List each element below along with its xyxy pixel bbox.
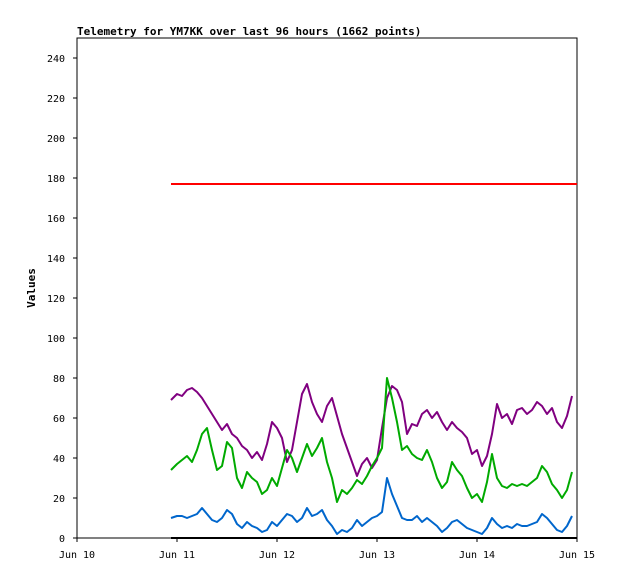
- y-tick-label: 80: [53, 374, 65, 385]
- y-tick-label: 20: [53, 494, 65, 505]
- x-tick-label: Jun 10: [59, 550, 95, 561]
- y-axis-label: Values: [25, 268, 38, 308]
- y-tick-label: 160: [47, 214, 65, 225]
- series-layer: [170, 183, 577, 539]
- y-tick-label: 220: [47, 94, 65, 105]
- x-tick-label: Jun 12: [259, 550, 295, 561]
- y-tick-label: 200: [47, 134, 65, 145]
- y-tick-label: 40: [53, 454, 65, 465]
- y-tick-label: 120: [47, 294, 65, 305]
- y-axis: 0 20 40 60 80 100 120 140 160 180 200 220 240: [47, 54, 77, 545]
- y-tick-label: 100: [47, 334, 65, 345]
- series-line-1: [170, 383, 573, 477]
- x-tick-label: Jun 14: [459, 550, 495, 561]
- series-line-2: [170, 377, 573, 503]
- y-tick-label: 140: [47, 254, 65, 265]
- x-tick-label: Jun 11: [159, 550, 195, 561]
- y-tick-label: 240: [47, 54, 65, 65]
- series-line-3: [170, 477, 573, 535]
- y-tick-label: 180: [47, 174, 65, 185]
- x-tick-label: Jun 13: [359, 550, 395, 561]
- chart-title: Telemetry for YM7KK over last 96 hours (…: [77, 25, 421, 38]
- x-tick-label: Jun 15: [559, 550, 595, 561]
- x-axis: Jun 10 Jun 11 Jun 12 Jun 13 Jun 14 Jun 15: [59, 538, 595, 561]
- y-tick-label: 60: [53, 414, 65, 425]
- y-tick-label: 0: [59, 534, 65, 545]
